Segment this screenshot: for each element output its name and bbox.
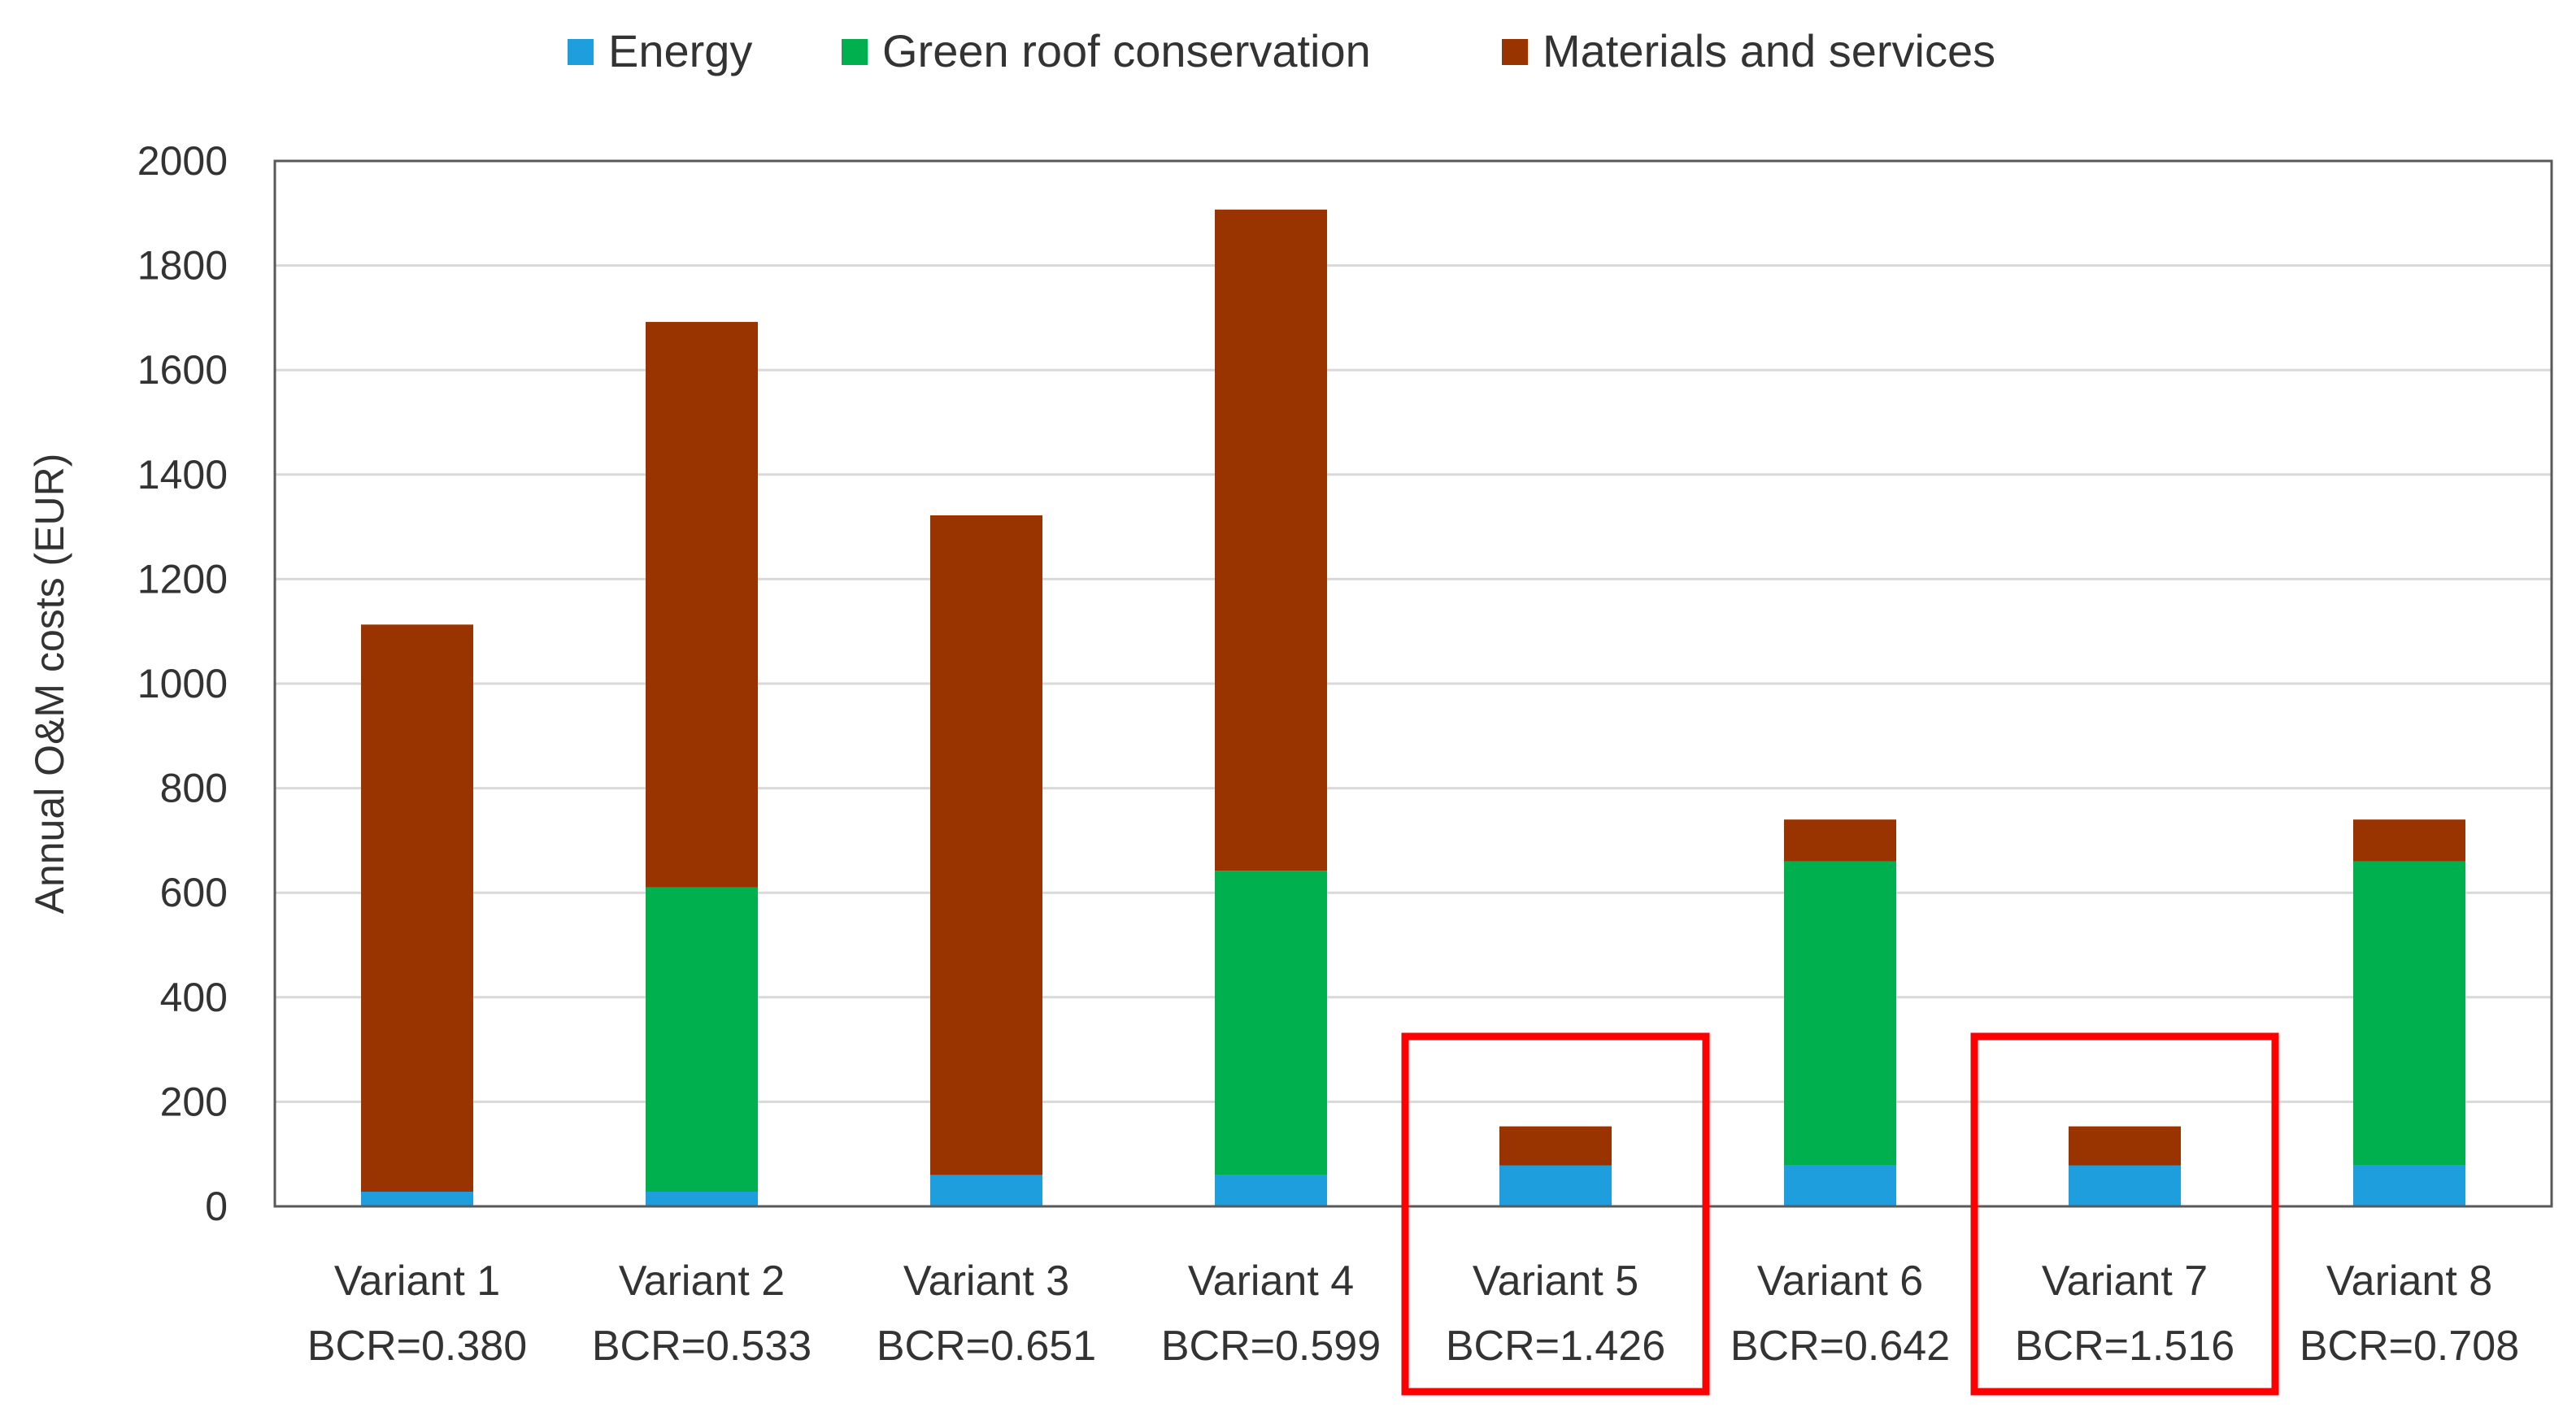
x-tick-label: Variant 5	[1473, 1258, 1638, 1305]
bar-segment-materials-and-services	[1499, 1126, 1612, 1166]
bcr-label: BCR=0.380	[307, 1323, 527, 1370]
bcr-label: BCR=0.533	[592, 1323, 812, 1370]
bar-segment-materials-and-services	[361, 624, 473, 1192]
y-tick-label: 1800	[137, 243, 228, 289]
y-tick-label: 1000	[137, 661, 228, 706]
gridlines	[275, 264, 2552, 1103]
bar-segment-energy	[1215, 1175, 1327, 1206]
bar-segment-materials-and-services	[1215, 209, 1327, 871]
bcr-label: BCR=0.651	[877, 1323, 1096, 1370]
x-tick-label: Variant 6	[1757, 1258, 1923, 1305]
legend-label: Materials and services	[1543, 25, 1995, 76]
highlight-boxes	[1401, 1032, 2279, 1396]
bar-segment-green-roof-conservation	[2353, 861, 2465, 1166]
bar-segment-materials-and-services	[1784, 819, 1896, 862]
bar-segment-green-roof-conservation	[646, 887, 758, 1192]
x-tick-label: Variant 2	[619, 1258, 785, 1305]
highlight-box	[1970, 1032, 2279, 1396]
x-tick-label: Variant 4	[1188, 1258, 1354, 1305]
legend-swatch-materials-and-services	[1502, 39, 1528, 65]
bcr-label: BCR=0.642	[1730, 1323, 1950, 1370]
bar-segment-materials-and-services	[2353, 819, 2465, 862]
x-tick-label: Variant 8	[2326, 1258, 2492, 1305]
y-tick-label: 400	[160, 975, 228, 1020]
y-tick-label: 1200	[137, 556, 228, 602]
x-tick-label: Variant 3	[903, 1258, 1069, 1305]
legend-label: Green roof conservation	[882, 25, 1371, 76]
bar-segment-materials-and-services	[646, 322, 758, 888]
bar-segment-energy	[1784, 1165, 1896, 1206]
y-tick-label: 600	[160, 870, 228, 915]
bars	[361, 209, 2465, 1206]
bar-segment-energy	[361, 1191, 473, 1206]
bcr-label: BCR=0.708	[2300, 1323, 2519, 1370]
y-tick-label: 0	[205, 1184, 228, 1229]
bcr-label: BCR=0.599	[1161, 1323, 1381, 1370]
x-tick-label: Variant 7	[2042, 1258, 2208, 1305]
y-tick-label: 800	[160, 766, 228, 811]
legend: Energy Green roof conservation Materials a…	[568, 25, 1995, 76]
plot-area-frame	[273, 159, 2553, 1208]
x-tick-label: Variant 1	[334, 1258, 500, 1305]
bar-segment-energy	[2353, 1165, 2465, 1206]
bar-segment-energy	[1499, 1165, 1612, 1206]
x-axis-labels: Variant 1 BCR=0.380 Variant 2 BCR=0.533 Vari…	[307, 1258, 2519, 1370]
y-axis-label: Annual O&M costs (EUR)	[27, 454, 72, 915]
bar-segment-materials-and-services	[2069, 1126, 2181, 1166]
bar-segment-energy	[2069, 1165, 2181, 1206]
highlight-box	[1401, 1032, 1710, 1396]
y-tick-label: 1400	[137, 452, 228, 497]
bar-segment-green-roof-conservation	[1784, 861, 1896, 1166]
y-tick-label: 200	[160, 1079, 228, 1124]
legend-label: Energy	[608, 25, 752, 76]
bcr-label: BCR=1.426	[1446, 1323, 1665, 1370]
bar-segment-energy	[646, 1191, 758, 1206]
y-tick-label: 2000	[137, 138, 228, 184]
bar-segment-materials-and-services	[930, 515, 1042, 1175]
y-tick-label: 1600	[137, 347, 228, 393]
legend-swatch-green-roof-conservation	[842, 39, 868, 65]
bar-segment-green-roof-conservation	[1215, 871, 1327, 1175]
y-axis-ticks: 0 200 400 600 800 1000 1200 1400 1600 1800 2000	[137, 138, 228, 1229]
legend-swatch-energy	[568, 39, 594, 65]
bcr-label: BCR=1.516	[2015, 1323, 2234, 1370]
bar-segment-energy	[930, 1175, 1042, 1206]
